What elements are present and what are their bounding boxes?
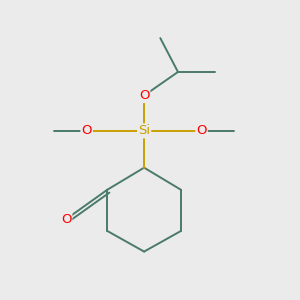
Text: O: O [81, 124, 92, 137]
Text: Si: Si [138, 124, 150, 137]
Text: O: O [61, 213, 71, 226]
Text: O: O [196, 124, 207, 137]
Text: O: O [139, 89, 149, 102]
